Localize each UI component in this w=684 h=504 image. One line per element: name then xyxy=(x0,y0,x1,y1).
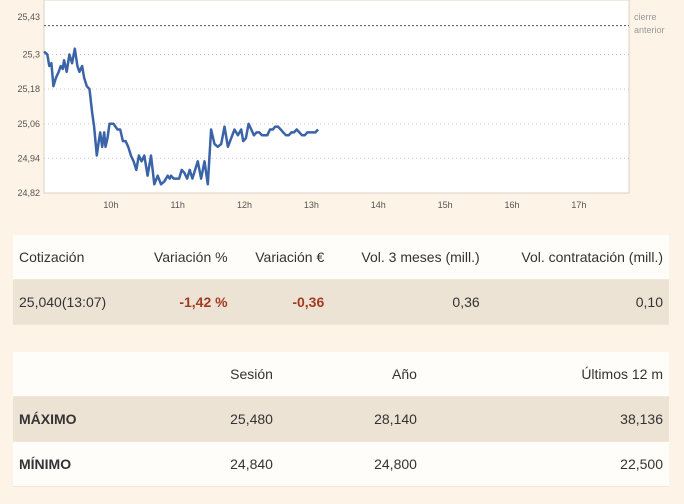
y-tick-label: 25,43 xyxy=(17,12,40,22)
vol-3-meses-value: 0,36 xyxy=(452,294,480,310)
header-ano: Año xyxy=(392,366,417,382)
plot-area xyxy=(43,0,630,194)
vol-contratacion-value: 0,10 xyxy=(635,294,663,310)
header-sesion: Sesión xyxy=(230,366,273,382)
maximo-ano: 28,140 xyxy=(374,411,417,427)
range-table: Sesión Año Últimos 12 m MÁXIMO 25,480 28… xyxy=(13,352,669,487)
row-label-minimo: MÍNIMO xyxy=(19,456,72,472)
x-tick-label: 11h xyxy=(171,200,185,210)
table-row: MÍNIMO 24,840 24,800 22,500 xyxy=(13,441,669,487)
price-series-line xyxy=(43,47,320,186)
header-cotizacion: Cotización xyxy=(19,249,85,265)
maximo-12m: 38,136 xyxy=(620,411,663,427)
minimo-12m: 22,500 xyxy=(620,456,663,472)
y-tick-label: 24,82 xyxy=(17,188,40,198)
table-row: MÁXIMO 25,480 28,140 38,136 xyxy=(13,396,669,442)
header-variacion-pct: Variación % xyxy=(153,249,228,265)
x-tick-label: 15h xyxy=(438,200,453,210)
minimo-sesion: 24,840 xyxy=(230,456,273,472)
header-vol-contratacion: Vol. contratación (mill.) xyxy=(521,249,663,265)
x-tick-label: 14h xyxy=(371,200,386,210)
variacion-eur-value: -0,36 xyxy=(292,294,325,310)
legend-label-line1: cierre xyxy=(634,12,657,22)
table-header-row: Cotización Variación % Variación € Vol. … xyxy=(13,235,669,280)
header-empty xyxy=(13,352,135,397)
y-tick-label: 25,06 xyxy=(17,119,40,129)
header-ultimos-12m: Últimos 12 m xyxy=(581,366,663,382)
maximo-sesion: 25,480 xyxy=(230,411,273,427)
y-tick-label: 25,3 xyxy=(22,50,40,60)
intraday-price-chart: 25,43 25,3 25,18 25,06 24,94 24,82 10h 11h 12h 1… xyxy=(17,0,665,210)
x-tick-label: 10h xyxy=(103,200,118,210)
row-label-maximo: MÁXIMO xyxy=(19,411,77,427)
variacion-pct-value: -1,42 % xyxy=(179,294,228,310)
cotizacion-value: 25,040(13:07) xyxy=(19,294,107,310)
y-tick-label: 24,94 xyxy=(17,153,40,163)
header-vol-3-meses: Vol. 3 meses (mill.) xyxy=(361,249,480,265)
header-variacion-eur: Variación € xyxy=(255,249,325,265)
x-tick-label: 13h xyxy=(304,200,319,210)
x-tick-label: 12h xyxy=(237,200,252,210)
table-row: 25,040(13:07) -1,42 % -0,36 0,36 0,10 xyxy=(13,279,669,325)
table-header-row: Sesión Año Últimos 12 m xyxy=(13,352,669,397)
y-tick-label: 25,18 xyxy=(17,84,40,94)
quote-table: Cotización Variación % Variación € Vol. … xyxy=(13,235,669,325)
x-tick-label: 17h xyxy=(571,200,586,210)
x-tick-label: 16h xyxy=(504,200,519,210)
minimo-ano: 24,800 xyxy=(374,456,417,472)
legend-label-line2: anterior xyxy=(634,25,665,35)
